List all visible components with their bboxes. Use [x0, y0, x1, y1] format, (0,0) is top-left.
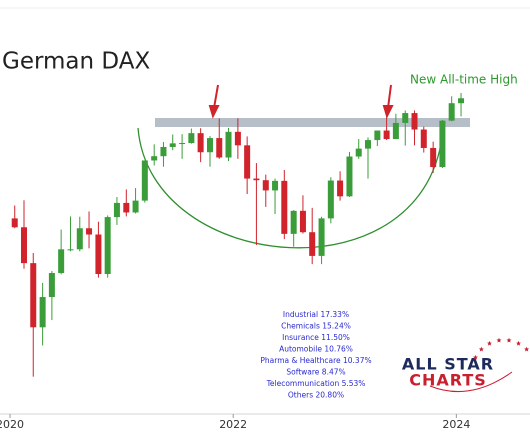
x-tick-label: 2024 — [442, 418, 470, 431]
candle-body — [30, 263, 37, 328]
candle-body — [76, 228, 83, 250]
candle-body — [448, 103, 455, 121]
candles — [11, 93, 465, 377]
candle-body — [225, 131, 232, 158]
candle-body — [141, 160, 148, 201]
candle-body — [253, 178, 260, 181]
candle-body — [244, 145, 251, 179]
candle-body — [309, 232, 316, 256]
candle-body — [327, 180, 334, 219]
candle-body — [197, 133, 204, 153]
candle-body — [337, 180, 344, 197]
sector-weight: Insurance 11.50% — [282, 333, 350, 342]
candle-body — [113, 202, 120, 218]
arrow-head — [382, 105, 394, 119]
candle-body — [272, 180, 279, 191]
candle-body — [299, 210, 306, 233]
logo-star — [516, 340, 521, 346]
candle-body — [290, 210, 297, 234]
candle-body — [355, 148, 362, 157]
arrows — [208, 84, 394, 119]
logo-star — [496, 337, 502, 343]
chart-title: German DAX — [2, 49, 150, 75]
sector-weight: Industrial 17.33% — [283, 310, 349, 319]
logo-star — [506, 337, 512, 343]
candle-body — [216, 138, 223, 158]
candle-body — [420, 129, 427, 148]
cup-arc — [137, 127, 444, 249]
candle-body — [392, 122, 399, 140]
sector-weight: Automobile 10.76% — [279, 345, 353, 354]
candle-body — [318, 218, 325, 256]
arrow — [387, 84, 392, 109]
logo-swoosh — [429, 371, 513, 392]
logo-line2: CHARTS — [409, 371, 487, 390]
candle-body — [95, 234, 102, 274]
candle-body — [179, 143, 186, 145]
candle-body — [262, 180, 269, 191]
x-tick-label: 2022 — [219, 418, 247, 431]
candle-body — [160, 146, 167, 157]
candle-body — [346, 156, 353, 197]
sector-weight: Telecommunication 5.53% — [266, 379, 366, 388]
arrow — [213, 84, 219, 109]
logo-star — [524, 346, 530, 352]
candle-body — [58, 249, 65, 274]
candle-body — [411, 113, 418, 130]
candle-body — [104, 217, 111, 274]
candle-body — [188, 133, 195, 144]
candle-body — [374, 130, 381, 141]
arrow-head — [208, 105, 220, 119]
logo: ALL STAR CHARTS — [402, 337, 530, 392]
candle-body — [48, 273, 55, 298]
logo-star — [473, 354, 478, 360]
candle-body — [169, 143, 176, 147]
candle-body — [67, 249, 74, 251]
candle-body — [364, 140, 371, 149]
candle-body — [430, 147, 437, 168]
candle-body — [402, 113, 409, 123]
candle-body — [281, 180, 288, 234]
sector-weight: Pharma & Healthcare 10.37% — [260, 356, 371, 365]
candle-body — [458, 98, 465, 104]
candle-body — [234, 131, 241, 146]
candle-body — [132, 200, 139, 213]
candle-body — [151, 156, 158, 161]
candle-body — [11, 218, 18, 228]
candle-body — [20, 227, 27, 264]
logo-line1: ALL STAR — [402, 355, 494, 374]
candle-body — [123, 202, 130, 213]
sector-weight: Chemicals 15.24% — [281, 322, 351, 331]
candle-body — [39, 297, 46, 328]
candle-body — [206, 138, 213, 153]
sector-weight: Software 8.47% — [286, 368, 345, 377]
candle-body — [439, 120, 446, 168]
resistance-band — [155, 118, 470, 127]
logo-star — [487, 340, 492, 346]
sector-list: Industrial 17.33% Chemicals 15.24% Insuran… — [260, 310, 371, 400]
sector-weight: Others 20.80% — [288, 391, 344, 400]
candle-body — [383, 130, 390, 140]
annotation: New All-time High — [410, 73, 518, 87]
candle-body — [86, 228, 93, 235]
logo-star — [478, 346, 484, 352]
